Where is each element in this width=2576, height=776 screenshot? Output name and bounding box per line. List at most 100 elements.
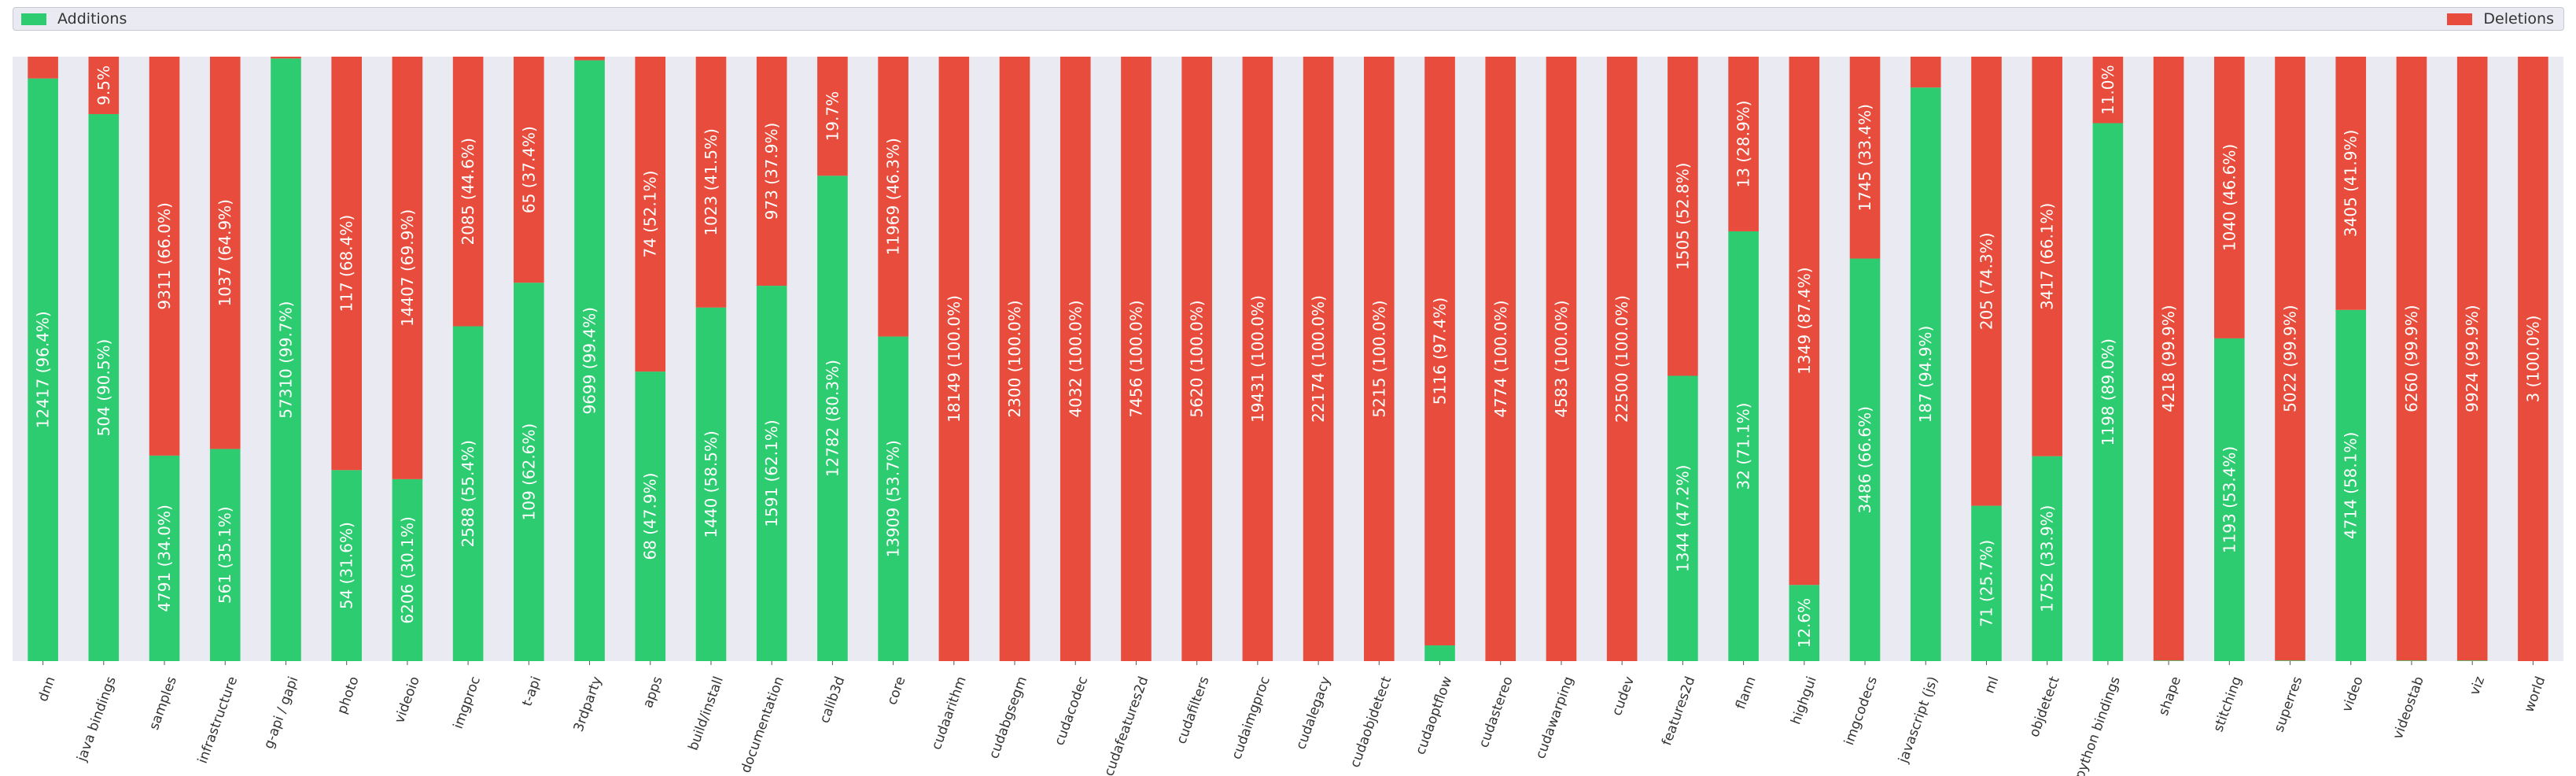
data-label-deletions: 1040 (46.6%)	[2220, 144, 2239, 251]
legend-item-additions: Additions	[21, 8, 127, 30]
x-tick-label: core	[884, 674, 908, 707]
bar-segment-deletions	[149, 57, 180, 456]
data-label-deletions: 205 (74.3%)	[1977, 232, 1996, 330]
bar-segment-deletions	[514, 57, 544, 283]
data-label-additions: 4714 (58.1%)	[2342, 432, 2360, 539]
bar-segment-additions	[1910, 87, 1941, 662]
bar-segment-deletions	[1668, 57, 1698, 376]
data-label-additions: 57310 (99.7%)	[276, 301, 295, 419]
bar-segment-additions	[88, 113, 120, 661]
data-label-deletions: 1505 (52.8%)	[1673, 163, 1692, 270]
data-label-additions: 187 (94.9%)	[1916, 326, 1935, 423]
x-tick-label: infrastructure	[195, 674, 241, 766]
bar-segment-deletions	[1546, 57, 1577, 661]
bar-segment-deletions	[2032, 57, 2062, 456]
x-tick-label: flann	[1733, 674, 1759, 711]
bar-segment-deletions	[1364, 57, 1395, 661]
x-tick-label: video	[2339, 674, 2367, 714]
data-label-additions: 12417 (96.4%)	[34, 311, 53, 428]
data-label-deletions: 1745 (33.4%)	[1856, 104, 1874, 211]
bar-segment-additions	[635, 371, 666, 661]
data-label-deletions: 1023 (41.5%)	[702, 128, 720, 235]
bar-segment-additions	[878, 336, 908, 661]
data-label-additions: 504 (90.5%)	[94, 339, 113, 437]
bar-segment-deletions	[1242, 57, 1273, 661]
data-label-additions: 1198 (89.0%)	[2099, 338, 2117, 445]
data-label-deletions: 9924 (99.9%)	[2463, 305, 2482, 412]
legend-swatch-additions	[21, 13, 46, 25]
bar-segment-deletions	[2092, 57, 2124, 124]
bar-segment-deletions	[2396, 57, 2427, 661]
bar-segment-deletions	[2214, 57, 2245, 338]
bar-segment-additions	[2214, 338, 2245, 661]
bar-segment-additions	[452, 326, 484, 661]
bar-segment-additions	[271, 58, 301, 661]
data-label-deletions: 3417 (66.1%)	[2038, 203, 2057, 310]
x-tick-label: highgui	[1788, 674, 1819, 726]
data-label-deletions: 11.0%	[2099, 65, 2117, 115]
bar-segment-deletions	[1121, 57, 1152, 661]
bar-segment-additions	[2396, 660, 2427, 661]
data-label-additions: 32 (71.1%)	[1734, 402, 1753, 490]
bar-segment-deletions	[2518, 57, 2548, 661]
data-label-deletions: 1349 (87.4%)	[1795, 267, 1814, 374]
bar-segment-deletions	[695, 57, 727, 308]
data-label-additions: 6206 (30.1%)	[398, 516, 417, 623]
x-tick-label: stitching	[2210, 674, 2245, 734]
legend-label-additions: Additions	[57, 10, 127, 28]
bar-segment-additions	[2335, 309, 2367, 661]
chart-legend: Additions Deletions	[13, 7, 2564, 31]
x-tick-label: videoio	[392, 674, 423, 726]
bar-segment-deletions	[2335, 57, 2367, 310]
x-tick-label: cudabgsegm	[986, 674, 1030, 761]
bar-segment-deletions	[574, 57, 605, 61]
x-tick-label: videostab	[2390, 674, 2427, 741]
data-label-deletions: 5116 (97.4%)	[1431, 297, 1450, 405]
data-label-deletions: 5215 (100.0%)	[1369, 300, 1388, 417]
bar-segment-additions	[2092, 123, 2124, 662]
bar-segment-deletions	[2275, 57, 2305, 661]
bar-segment-deletions	[1910, 57, 1941, 88]
bar-segment-additions	[1789, 585, 1820, 661]
data-label-additions: 9699 (99.4%)	[580, 307, 599, 414]
legend-swatch-deletions	[2447, 13, 2473, 25]
bar-segment-additions	[209, 449, 241, 661]
bar-segment-deletions	[2456, 57, 2488, 661]
bar-segment-additions	[2275, 660, 2305, 661]
bar-segment-deletions	[1971, 57, 2002, 506]
x-tick-label: cudev	[1609, 674, 1638, 718]
data-label-deletions: 22500 (100.0%)	[1612, 295, 1631, 423]
bar-segment-deletions	[1849, 57, 1881, 259]
data-label-deletions: 7456 (100.0%)	[1126, 300, 1145, 417]
plot-area	[13, 57, 2563, 661]
x-tick-label: python bindings	[2072, 674, 2124, 776]
x-tick-label: world	[2522, 674, 2549, 715]
data-label-deletions: 973 (37.9%)	[762, 123, 781, 220]
data-label-additions: 13909 (53.7%)	[884, 440, 903, 557]
bar-segment-additions	[149, 455, 180, 661]
bar-segment-deletions	[756, 57, 787, 286]
x-tick-label: dnn	[35, 674, 59, 704]
x-tick-label: build/install	[685, 674, 726, 752]
data-label-deletions: 19431 (100.0%)	[1248, 295, 1267, 423]
x-tick-label: g-api / gapi	[261, 674, 302, 751]
bar-segment-deletions	[28, 57, 58, 79]
bar-segment-additions	[1424, 645, 1455, 661]
x-tick-label: cudastereo	[1476, 674, 1516, 750]
data-label-deletions: 9311 (66.0%)	[155, 202, 174, 309]
x-tick-label: cudafilters	[1174, 674, 1213, 746]
data-label-deletions: 2085 (44.6%)	[459, 138, 477, 245]
data-label-additions: 4791 (34.0%)	[155, 504, 174, 612]
bar-segment-deletions	[271, 57, 301, 59]
data-label-deletions: 4583 (100.0%)	[1552, 300, 1571, 417]
bar-segment-deletions	[878, 57, 908, 337]
data-label-additions: 561 (35.1%)	[216, 506, 234, 604]
bar-segment-additions	[2456, 660, 2488, 661]
x-tick-label: cudawarping	[1533, 674, 1577, 761]
x-tick-label: javascript (js)	[1896, 674, 1942, 766]
x-tick-label: viz	[2467, 674, 2488, 697]
x-tick-label: features2d	[1659, 674, 1698, 748]
x-tick-label: cudaoptflow	[1413, 674, 1455, 757]
bar-segment-deletions	[1060, 57, 1091, 661]
data-label-deletions: 22174 (100.0%)	[1309, 295, 1328, 423]
